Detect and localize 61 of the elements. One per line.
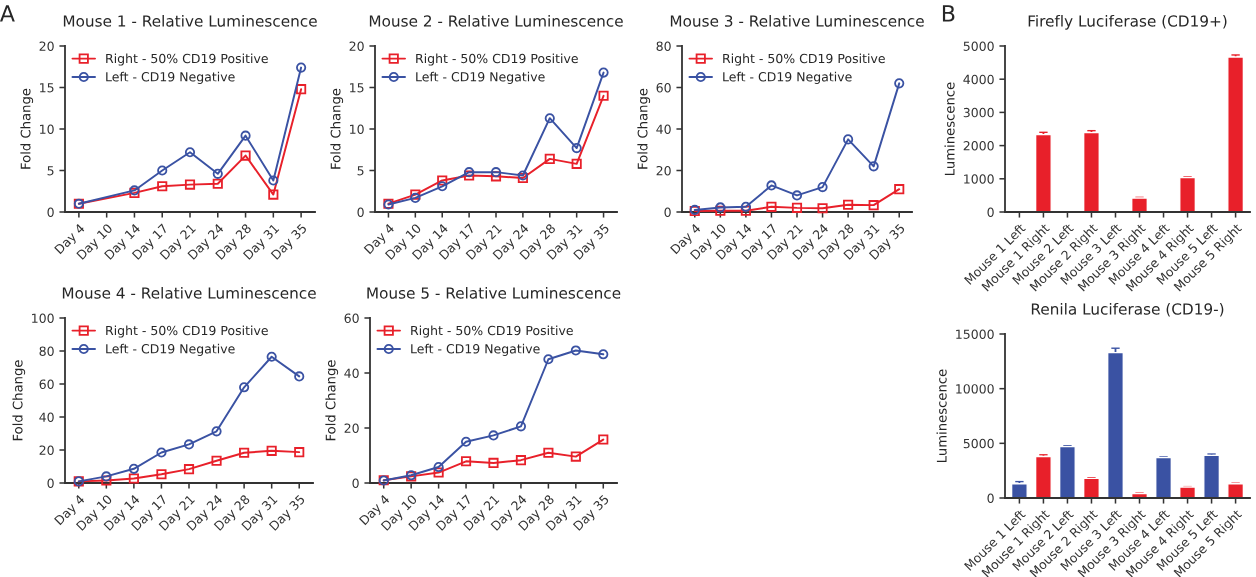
y-tick-label: 15 bbox=[40, 83, 54, 93]
legend-label: Left - CD19 Negative bbox=[106, 343, 235, 356]
y-tick-label: 20 bbox=[349, 41, 364, 51]
y-tick-label: 0 bbox=[47, 207, 54, 217]
legend-label: Left - CD19 Negative bbox=[723, 71, 852, 84]
y-tick-label: 15 bbox=[350, 83, 364, 93]
y-tick-label: 3000 bbox=[963, 107, 994, 118]
y-tick-label: 0 bbox=[357, 207, 364, 217]
y-tick-label: 5 bbox=[47, 166, 54, 176]
legend-label: Right - 50% CD19 Positive bbox=[106, 325, 268, 338]
y-tick-label: 20 bbox=[344, 423, 359, 433]
y-axis-title: Fold Change bbox=[325, 360, 339, 441]
y-tick-label: 40 bbox=[656, 124, 671, 134]
y-tick-label: 100 bbox=[32, 313, 54, 323]
y-axis-title: Fold Change bbox=[20, 88, 34, 169]
y-tick-label: 5000 bbox=[963, 438, 994, 449]
y-tick-label: 1000 bbox=[964, 174, 994, 184]
y-axis-title: Fold Change bbox=[330, 88, 344, 169]
y-axis-title: Luminescence bbox=[936, 369, 947, 462]
y-tick-label: 0 bbox=[664, 207, 671, 217]
legend-label: Left - CD19 Negative bbox=[416, 71, 545, 84]
y-tick-label: 10000 bbox=[956, 384, 994, 394]
y-tick-label: 60 bbox=[344, 313, 359, 323]
legend-label: Right - 50% CD19 Positive bbox=[411, 325, 573, 338]
y-tick-label: 40 bbox=[39, 412, 54, 422]
chart-title: Firefly Luciferase (CD19+) bbox=[1028, 14, 1227, 30]
y-tick-label: 10 bbox=[350, 124, 364, 134]
y-tick-label: 5 bbox=[357, 166, 364, 176]
chart-title: Mouse 3 - Relative Luminescence bbox=[670, 14, 924, 27]
y-tick-label: 60 bbox=[39, 379, 54, 389]
chart-title: Mouse 5 - Relative Luminescence bbox=[367, 286, 621, 299]
y-tick-label: 4000 bbox=[963, 74, 994, 85]
y-axis-title: Fold Change bbox=[637, 88, 651, 169]
y-tick-label: 0 bbox=[47, 478, 54, 488]
y-axis-title: Fold Change bbox=[12, 360, 26, 441]
y-tick-label: 0 bbox=[352, 478, 359, 488]
y-tick-label: 80 bbox=[39, 346, 54, 356]
y-tick-label: 5000 bbox=[963, 41, 994, 51]
legend-label: Right - 50% CD19 Positive bbox=[416, 53, 578, 66]
legend-label: Right - 50% CD19 Positive bbox=[723, 53, 885, 66]
y-tick-label: 2000 bbox=[963, 141, 994, 151]
y-tick-label: 0 bbox=[987, 493, 994, 503]
y-tick-label: 20 bbox=[39, 41, 54, 51]
y-tick-label: 0 bbox=[987, 207, 994, 217]
chart-title: Mouse 2 - Relative Luminescence bbox=[369, 14, 623, 27]
chart-title: Renila Luciferase (CD19-) bbox=[1031, 302, 1224, 317]
legend-label: Left - CD19 Negative bbox=[411, 343, 540, 356]
y-tick-label: 40 bbox=[344, 368, 359, 378]
y-tick-label: 60 bbox=[656, 82, 671, 93]
legend-label: Right - 50% CD19 Positive bbox=[106, 53, 268, 66]
legend-label: Left - CD19 Negative bbox=[106, 71, 235, 84]
y-tick-label: 10 bbox=[40, 124, 54, 134]
text: B bbox=[942, 5, 955, 22]
y-tick-label: 20 bbox=[39, 445, 54, 455]
y-axis-title: Luminescence bbox=[944, 82, 955, 175]
chart-title: Mouse 4 - Relative Luminescence bbox=[62, 286, 316, 299]
chart-title: Mouse 1 - Relative Luminescence bbox=[63, 14, 317, 27]
text: A bbox=[0, 5, 15, 22]
y-tick-label: 80 bbox=[656, 41, 671, 51]
y-tick-label: 20 bbox=[656, 165, 671, 176]
y-tick-label: 15000 bbox=[956, 329, 994, 339]
